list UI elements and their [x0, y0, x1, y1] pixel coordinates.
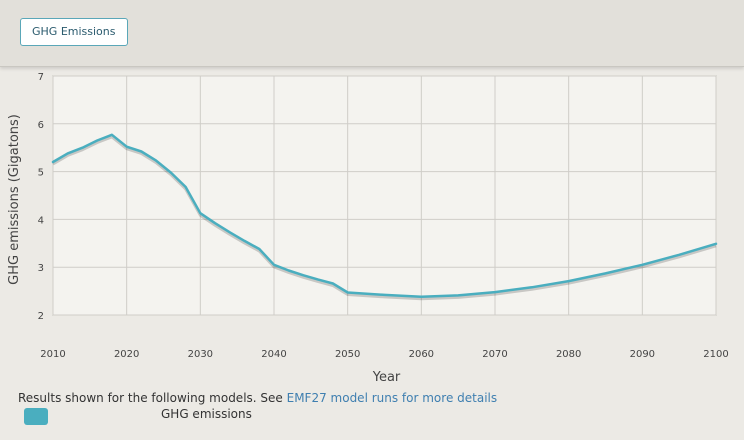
legend-label: GHG emissions: [161, 407, 252, 421]
y-tick-label: 6: [38, 120, 44, 131]
y-axis-label: GHG emissions (Gigatons): [7, 114, 22, 285]
x-tick-label: 2010: [40, 349, 65, 360]
results-note: Results shown for the following models. …: [18, 391, 497, 405]
x-tick-label: 2020: [114, 349, 139, 360]
x-tick-label: 2040: [261, 349, 286, 360]
x-tick-label: 2030: [188, 349, 213, 360]
results-note-text: Results shown for the following models. …: [18, 391, 287, 405]
chart-area: 2 3 4 5 6 7 2010 2020 2030 2040 2050 2060 2070 2080 20…: [0, 67, 744, 397]
x-tick-label: 2100: [703, 349, 728, 360]
legend-swatch: [24, 408, 48, 425]
x-tick-label: 2070: [482, 349, 507, 360]
x-tick-label: 2060: [409, 349, 434, 360]
series-line-ghg-emissions: [51, 133, 718, 299]
x-axis-label: Year: [372, 370, 401, 385]
y-tick-label: 2: [38, 311, 44, 322]
y-tick-label: 3: [38, 263, 44, 274]
y-tick-label: 4: [38, 215, 44, 226]
toolbar: GHG Emissions: [0, 0, 744, 67]
y-tick-label: 7: [38, 72, 44, 83]
x-tick-label: 2080: [556, 349, 581, 360]
x-tick-label: 2050: [335, 349, 360, 360]
emissions-line-chart: 2 3 4 5 6 7 2010 2020 2030 2040 2050 2060 2070 2080 20…: [7, 72, 729, 385]
model-runs-link[interactable]: EMF27 model runs for more details: [286, 391, 498, 405]
ghg-emissions-tab-button[interactable]: GHG Emissions: [20, 18, 128, 46]
y-tick-label: 5: [38, 168, 44, 179]
plot-background: [52, 75, 717, 316]
series-line-shadow: [52, 135, 717, 301]
x-tick-label: 2090: [630, 349, 655, 360]
